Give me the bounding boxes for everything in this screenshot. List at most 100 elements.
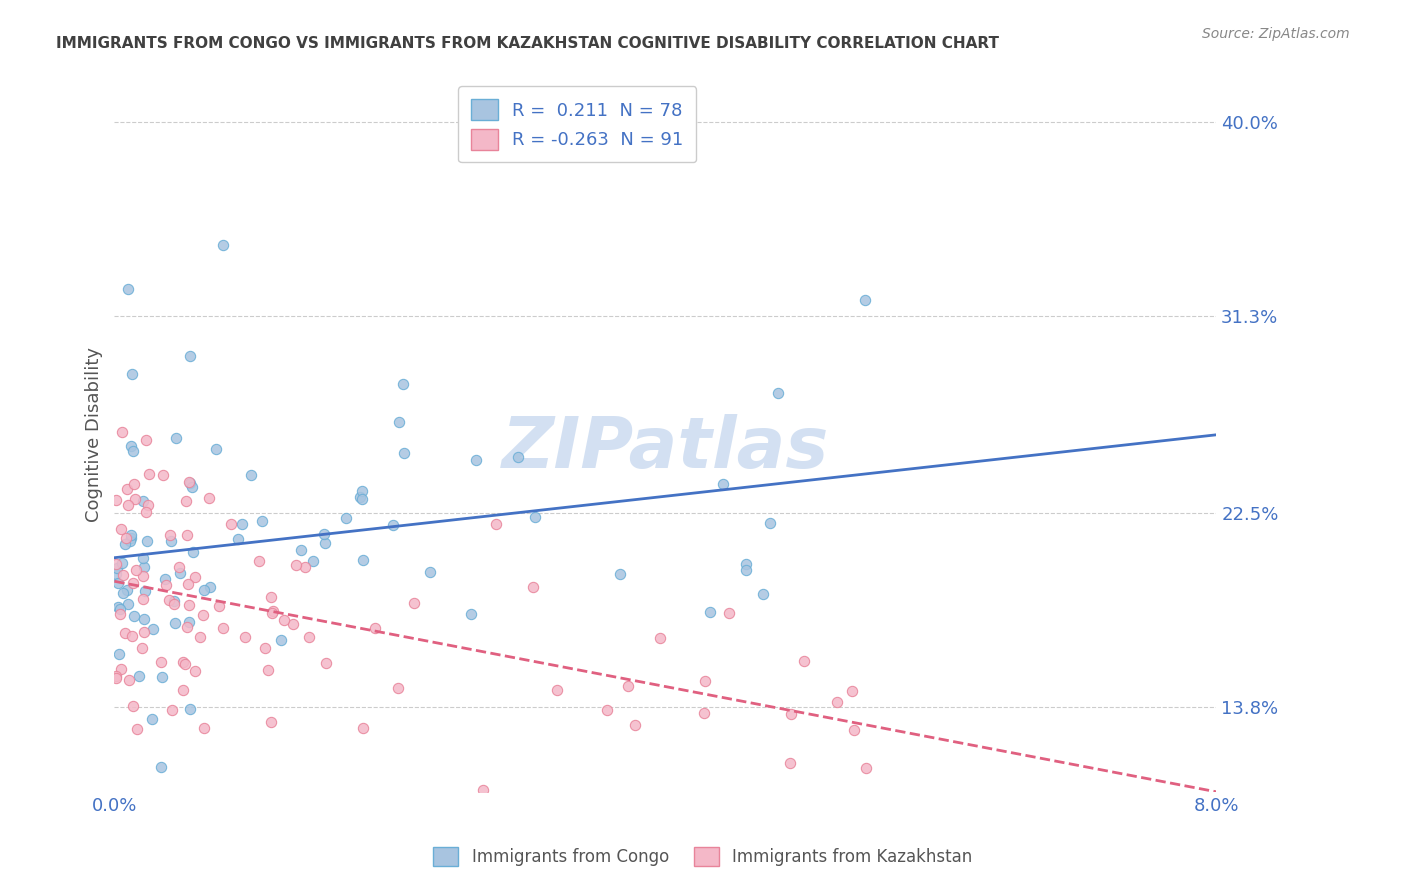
Immigrants from Congo <box>132 550 155 565</box>
Immigrants from Kazakhstan <box>191 607 214 622</box>
Immigrants from Kazakhstan <box>172 682 194 697</box>
Immigrants from Kazakhstan <box>105 671 128 685</box>
Immigrants from Congo <box>350 492 373 507</box>
Immigrants from Kazakhstan <box>111 425 134 440</box>
Immigrants from Congo <box>352 483 374 498</box>
Immigrants from Kazakhstan <box>842 723 865 738</box>
Immigrants from Kazakhstan <box>110 662 132 676</box>
Immigrants from Kazakhstan <box>172 655 194 669</box>
Immigrants from Congo <box>290 543 312 558</box>
Immigrants from Kazakhstan <box>136 498 159 512</box>
Immigrants from Kazakhstan <box>624 717 647 731</box>
Immigrants from Congo <box>853 293 876 307</box>
Immigrants from Congo <box>165 431 187 445</box>
Immigrants from Congo <box>163 594 186 608</box>
Immigrants from Kazakhstan <box>110 522 132 536</box>
Immigrants from Congo <box>180 480 202 494</box>
Immigrants from Kazakhstan <box>132 625 155 640</box>
Immigrants from Kazakhstan <box>155 578 177 592</box>
Immigrants from Kazakhstan <box>485 516 508 531</box>
Immigrants from Congo <box>506 450 529 465</box>
Immigrants from Congo <box>134 612 156 626</box>
Immigrants from Kazakhstan <box>595 703 617 717</box>
Immigrants from Kazakhstan <box>177 577 200 591</box>
Text: IMMIGRANTS FROM CONGO VS IMMIGRANTS FROM KAZAKHSTAN COGNITIVE DISABILITY CORRELA: IMMIGRANTS FROM CONGO VS IMMIGRANTS FROM… <box>56 36 1000 51</box>
Immigrants from Kazakhstan <box>780 706 803 721</box>
Immigrants from Kazakhstan <box>472 782 495 797</box>
Immigrants from Kazakhstan <box>273 613 295 627</box>
Immigrants from Kazakhstan <box>110 607 132 622</box>
Immigrants from Kazakhstan <box>262 604 284 618</box>
Immigrants from Congo <box>392 445 415 459</box>
Immigrants from Kazakhstan <box>174 494 197 508</box>
Immigrants from Congo <box>120 531 142 545</box>
Immigrants from Congo <box>735 557 758 571</box>
Immigrants from Kazakhstan <box>352 721 374 735</box>
Immigrants from Congo <box>120 439 142 453</box>
Immigrants from Kazakhstan <box>124 491 146 506</box>
Immigrants from Congo <box>699 606 721 620</box>
Text: Source: ZipAtlas.com: Source: ZipAtlas.com <box>1202 27 1350 41</box>
Immigrants from Congo <box>312 526 335 541</box>
Immigrants from Kazakhstan <box>648 631 671 645</box>
Immigrants from Kazakhstan <box>718 606 741 620</box>
Immigrants from Congo <box>524 509 547 524</box>
Immigrants from Congo <box>239 468 262 483</box>
Immigrants from Kazakhstan <box>167 559 190 574</box>
Immigrants from Kazakhstan <box>298 630 321 644</box>
Immigrants from Kazakhstan <box>122 575 145 590</box>
Immigrants from Kazakhstan <box>111 568 134 582</box>
Immigrants from Congo <box>301 554 323 568</box>
Immigrants from Congo <box>226 532 249 546</box>
Immigrants from Congo <box>314 536 336 550</box>
Immigrants from Congo <box>136 533 159 548</box>
Immigrants from Congo <box>352 553 374 567</box>
Immigrants from Congo <box>198 580 221 594</box>
Immigrants from Kazakhstan <box>115 531 138 545</box>
Immigrants from Kazakhstan <box>114 626 136 640</box>
Immigrants from Kazakhstan <box>260 714 283 729</box>
Immigrants from Congo <box>128 669 150 683</box>
Immigrants from Congo <box>141 712 163 726</box>
Y-axis label: Cognitive Disability: Cognitive Disability <box>86 347 103 522</box>
Immigrants from Kazakhstan <box>387 681 409 695</box>
Immigrants from Kazakhstan <box>132 592 155 607</box>
Immigrants from Congo <box>134 584 156 599</box>
Immigrants from Congo <box>181 544 204 558</box>
Immigrants from Kazakhstan <box>122 477 145 491</box>
Immigrants from Kazakhstan <box>212 621 235 635</box>
Immigrants from Congo <box>179 350 201 364</box>
Immigrants from Congo <box>735 563 758 577</box>
Immigrants from Kazakhstan <box>131 640 153 655</box>
Immigrants from Congo <box>134 560 156 574</box>
Immigrants from Congo <box>108 647 131 661</box>
Immigrants from Congo <box>752 587 775 601</box>
Immigrants from Kazakhstan <box>693 674 716 689</box>
Immigrants from Kazakhstan <box>779 756 801 771</box>
Immigrants from Kazakhstan <box>256 663 278 677</box>
Immigrants from Congo <box>711 477 734 491</box>
Legend: R =  0.211  N = 78, R = -0.263  N = 91: R = 0.211 N = 78, R = -0.263 N = 91 <box>458 87 696 162</box>
Immigrants from Kazakhstan <box>260 591 283 605</box>
Immigrants from Kazakhstan <box>198 491 221 505</box>
Immigrants from Kazakhstan <box>135 433 157 447</box>
Immigrants from Congo <box>150 760 173 774</box>
Immigrants from Congo <box>250 514 273 528</box>
Immigrants from Congo <box>205 442 228 457</box>
Immigrants from Kazakhstan <box>174 657 197 672</box>
Immigrants from Congo <box>120 527 142 541</box>
Immigrants from Congo <box>160 533 183 548</box>
Immigrants from Congo <box>108 602 131 616</box>
Immigrants from Kazakhstan <box>157 593 180 607</box>
Immigrants from Congo <box>388 415 411 429</box>
Immigrants from Congo <box>464 453 486 467</box>
Immigrants from Kazakhstan <box>522 580 544 594</box>
Immigrants from Kazakhstan <box>294 560 316 574</box>
Immigrants from Kazakhstan <box>208 599 231 613</box>
Immigrants from Congo <box>270 633 292 648</box>
Immigrants from Congo <box>122 609 145 624</box>
Immigrants from Kazakhstan <box>179 475 201 489</box>
Immigrants from Kazakhstan <box>221 517 243 532</box>
Immigrants from Kazakhstan <box>855 761 877 775</box>
Immigrants from Kazakhstan <box>363 620 385 634</box>
